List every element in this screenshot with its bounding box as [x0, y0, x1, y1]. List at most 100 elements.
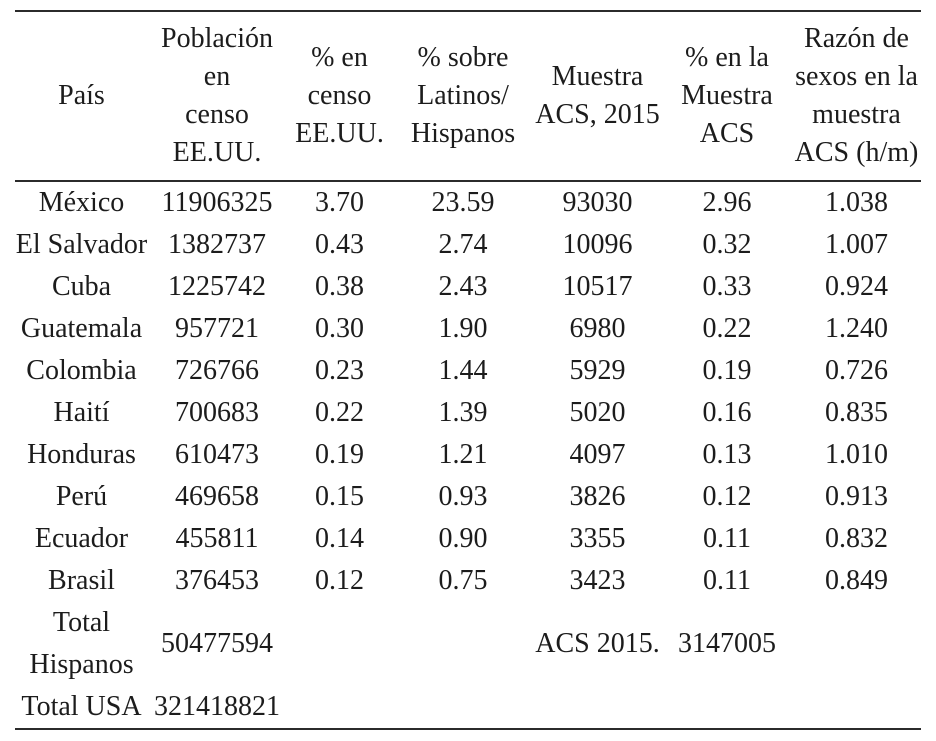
cell-poblacion-censo: 726766 — [175, 355, 259, 386]
cell-pct-censo: 0.38 — [315, 271, 364, 302]
cell-poblacion-censo: 50477594 — [161, 628, 273, 659]
cell-razon-sexos: 0.913 — [825, 481, 888, 512]
cell-pct-censo: 0.12 — [315, 565, 364, 596]
table-row: El Salvador 1382737 0.43 2.74 10096 0.32 1.007 — [15, 224, 921, 266]
table-header-row: País Población en censo EE.UU.% en censo … — [15, 11, 921, 182]
cell-pct-latinos: 1.90 — [438, 313, 488, 344]
cell-pct-muestra-acs: 0.11 — [703, 523, 751, 554]
cell-pais: Ecuador — [34, 523, 129, 554]
cell-pct-latinos: 1.39 — [438, 397, 488, 428]
cell-pct-censo: 0.15 — [315, 481, 364, 512]
cell-pais: Colombia — [26, 355, 137, 386]
table-row: Guatemala 957721 0.30 1.90 6980 0.22 1.240 — [15, 308, 921, 350]
cell-pct-muestra-acs: 0.19 — [702, 355, 752, 386]
cell-pct-censo — [286, 686, 393, 729]
document-page: País Población en censo EE.UU.% en censo … — [0, 10, 936, 741]
cell-poblacion-censo: 957721 — [175, 313, 259, 344]
table-row: Perú 469658 0.15 0.93 3826 0.12 0.913 — [15, 476, 921, 518]
cell-poblacion-censo: 469658 — [175, 481, 259, 512]
cell-pct-censo: 0.23 — [315, 355, 364, 386]
cell-pais: Perú — [55, 481, 108, 512]
table-row: Ecuador 455811 0.14 0.90 3355 0.11 0.832 — [15, 518, 921, 560]
table-body: México 11906325 3.70 23.59 93030 2.96 1.038 El … — [15, 181, 921, 729]
cell-razon-sexos — [792, 602, 921, 686]
cell-pais: Total USA — [21, 691, 142, 722]
table-row: Total USA 321418821 — [15, 686, 921, 729]
cell-razon-sexos: 1.010 — [825, 439, 888, 470]
cell-pct-censo: 0.22 — [315, 397, 364, 428]
cell-muestra-acs-2015: 3355 — [569, 523, 626, 554]
cell-pct-muestra-acs: 3147005 — [678, 628, 776, 659]
cell-pct-latinos — [393, 602, 533, 686]
cell-muestra-acs-2015 — [533, 686, 662, 729]
cell-poblacion-censo: 700683 — [175, 397, 259, 428]
cell-pais: Cuba — [51, 271, 112, 302]
cell-poblacion-censo: 1225742 — [168, 271, 266, 302]
cell-pais: Guatemala — [20, 313, 143, 344]
cell-pct-censo: 0.19 — [315, 439, 364, 470]
cell-pais: México — [38, 187, 125, 218]
cell-pct-muestra-acs: 0.13 — [702, 439, 752, 470]
cell-razon-sexos: 1.240 — [825, 313, 888, 344]
cell-razon-sexos: 0.849 — [825, 565, 888, 596]
cell-pct-latinos: 1.44 — [438, 355, 488, 386]
cell-razon-sexos: 1.007 — [825, 229, 888, 260]
table-row: Total Hispanos 50477594 ACS 2015. 3147005 — [15, 602, 921, 686]
cell-pais: Honduras — [27, 439, 136, 470]
cell-muestra-acs-2015: 10517 — [562, 271, 633, 302]
cell-muestra-acs-2015: 93030 — [562, 187, 633, 218]
cell-pct-muestra-acs: 0.12 — [702, 481, 752, 512]
table-row: Honduras 610473 0.19 1.21 4097 0.13 1.010 — [15, 434, 921, 476]
cell-razon-sexos: 1.038 — [825, 187, 888, 218]
column-header-muestra-acs-2015: Muestra ACS, 2015 — [533, 11, 662, 182]
cell-razon-sexos: 0.835 — [825, 397, 888, 428]
cell-pct-muestra-acs: 0.32 — [702, 229, 752, 260]
cell-muestra-acs-2015: 6980 — [569, 313, 626, 344]
table-row: Cuba 1225742 0.38 2.43 10517 0.33 0.924 — [15, 266, 921, 308]
cell-poblacion-censo: 11906325 — [161, 187, 273, 218]
cell-muestra-acs-2015: 3826 — [569, 481, 626, 512]
cell-poblacion-censo: 1382737 — [168, 229, 266, 260]
cell-pct-muestra-acs — [662, 686, 792, 729]
cell-poblacion-censo: 455811 — [175, 523, 259, 554]
table-header: País Población en censo EE.UU.% en censo … — [15, 11, 921, 182]
cell-pct-muestra-acs: 0.33 — [702, 271, 752, 302]
column-header-pct-latinos: % sobre Latinos/ Hispanos — [393, 11, 533, 182]
column-header-poblacion-censo: Población en censo EE.UU. — [148, 11, 286, 182]
cell-razon-sexos: 0.726 — [825, 355, 888, 386]
cell-pct-latinos: 2.43 — [438, 271, 488, 302]
cell-pct-latinos: 23.59 — [431, 187, 495, 218]
cell-pct-latinos: 0.90 — [438, 523, 488, 554]
column-header-razon-sexos: Razón de sexos en la muestra ACS (h/m) — [792, 11, 921, 182]
cell-pais: El Salvador — [15, 229, 148, 260]
cell-razon-sexos — [792, 686, 921, 729]
table-row: Haití 700683 0.22 1.39 5020 0.16 0.835 — [15, 392, 921, 434]
cell-muestra-acs-2015: ACS 2015. — [535, 628, 660, 659]
cell-poblacion-censo: 376453 — [175, 565, 259, 596]
cell-pais: Total Hispanos — [29, 607, 134, 680]
cell-pct-censo: 0.14 — [315, 523, 364, 554]
table-row: Brasil 376453 0.12 0.75 3423 0.11 0.849 — [15, 560, 921, 602]
cell-pais: Haití — [53, 397, 110, 428]
cell-pct-latinos — [393, 686, 533, 729]
cell-poblacion-censo: 321418821 — [154, 691, 280, 722]
cell-muestra-acs-2015: 5020 — [569, 397, 626, 428]
cell-pct-muestra-acs: 0.11 — [703, 565, 751, 596]
cell-muestra-acs-2015: 10096 — [562, 229, 633, 260]
cell-pct-censo: 0.30 — [315, 313, 364, 344]
cell-pct-muestra-acs: 0.22 — [702, 313, 752, 344]
cell-pct-muestra-acs: 2.96 — [702, 187, 752, 218]
cell-pct-latinos: 0.93 — [438, 481, 488, 512]
column-header-pais: País — [15, 11, 148, 182]
cell-razon-sexos: 0.924 — [825, 271, 888, 302]
cell-pct-censo: 3.70 — [315, 187, 364, 218]
cell-muestra-acs-2015: 3423 — [569, 565, 626, 596]
column-header-pct-muestra-acs: % en la Muestra ACS — [662, 11, 792, 182]
cell-pais: Brasil — [48, 565, 115, 596]
column-header-pct-censo: % en censo EE.UU. — [286, 11, 393, 182]
cell-pct-latinos: 0.75 — [438, 565, 488, 596]
cell-muestra-acs-2015: 4097 — [569, 439, 626, 470]
cell-razon-sexos: 0.832 — [825, 523, 888, 554]
cell-muestra-acs-2015: 5929 — [569, 355, 626, 386]
table-row: Colombia 726766 0.23 1.44 5929 0.19 0.726 — [15, 350, 921, 392]
